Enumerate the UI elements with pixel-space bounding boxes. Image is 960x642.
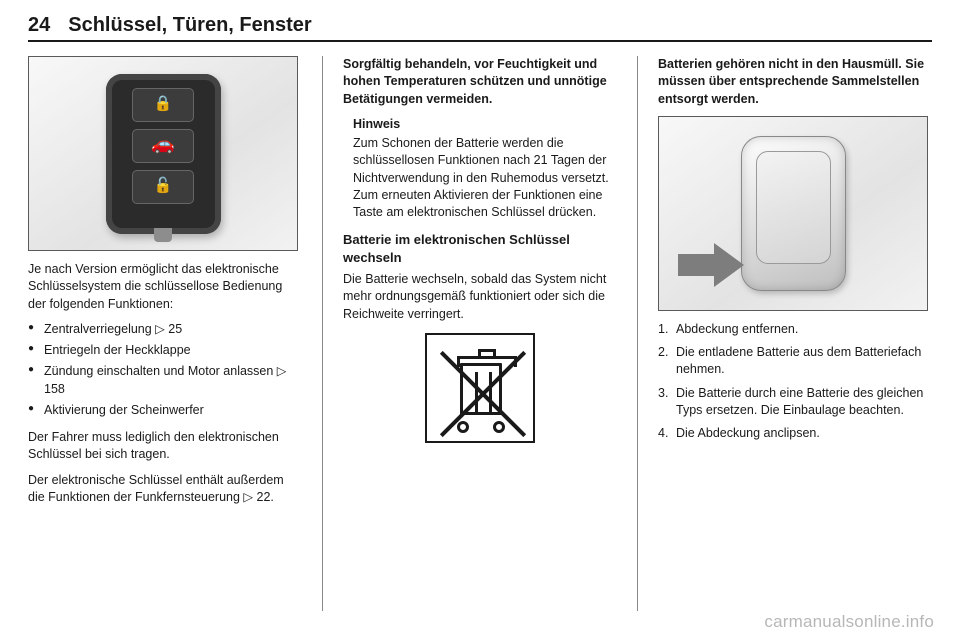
tailgate-button-icon: 🚗	[132, 129, 194, 163]
list-item: 4. Die Abdeckung anclipsen.	[658, 425, 932, 442]
col1-intro: Je nach Version ermöglicht das elektroni…	[28, 261, 302, 313]
key-back-panel-icon	[756, 151, 831, 264]
step-text: Die Batterie durch eine Batterie des gle…	[676, 386, 923, 417]
figure-key-front: 🔒 🚗 🔓	[28, 56, 298, 251]
step-number: 1.	[658, 321, 668, 338]
content-columns: 🔒 🚗 🔓 Je nach Version ermöglicht das ele…	[28, 56, 932, 611]
bullet-text: Zündung einschalten und Motor anlassen	[44, 364, 277, 378]
column-2: Sorgfältig behandeln, vor Feuchtigkeit u…	[343, 56, 638, 611]
figure-key-back	[658, 116, 928, 311]
key-fob-icon: 🔒 🚗 🔓	[106, 74, 221, 234]
list-item: Zündung einschalten und Motor anlassen ▷…	[28, 363, 302, 398]
bullet-text: Zentralverriegelung	[44, 322, 155, 336]
arrow-icon	[678, 254, 718, 276]
battery-heading: Batterie im elektronischen Schlüssel wec…	[343, 231, 617, 267]
key-tip-icon	[154, 228, 172, 242]
page-ref: ▷ 25	[155, 322, 182, 336]
list-item: Aktivierung der Scheinwerfer	[28, 402, 302, 419]
col1-para3: Der elektronische Schlüssel enthält auße…	[28, 472, 302, 507]
manual-page: 24 Schlüssel, Türen, Fenster 🔒 🚗 🔓 Je na…	[0, 0, 960, 642]
column-3: Batterien gehören nicht in den Hausmüll.…	[658, 56, 932, 611]
list-item: Entriegeln der Heckklappe	[28, 342, 302, 359]
watermark-text: carmanualsonline.info	[764, 612, 934, 632]
unlock-button-icon: 🔓	[132, 170, 194, 204]
step-text: Die entladene Batterie aus dem Batterief…	[676, 345, 921, 376]
chapter-title: Schlüssel, Türen, Fenster	[68, 14, 311, 37]
key-back-icon	[741, 136, 846, 291]
lock-button-icon: 🔒	[132, 88, 194, 122]
step-number: 4.	[658, 425, 668, 442]
col3-warning: Batterien gehören nicht in den Hausmüll.…	[658, 56, 932, 108]
arrow-head-icon	[714, 243, 744, 287]
battery-body: Die Batterie wechseln, sobald das System…	[343, 271, 617, 323]
step-number: 2.	[658, 344, 668, 361]
note-body: Zum Schonen der Batterie werden die schl…	[353, 135, 613, 221]
note-title: Hinweis	[353, 116, 613, 133]
figure-no-trash	[423, 331, 538, 446]
steps-list: 1. Abdeckung entfernen. 2. Die entladene B…	[658, 321, 932, 443]
step-text: Abdeckung entfernen.	[676, 322, 798, 336]
bullet-text: Entriegeln der Heckklappe	[44, 343, 191, 357]
cross-out-icon	[433, 341, 531, 439]
col1-bullet-list: Zentralverriegelung ▷ 25 Entriegeln der …	[28, 321, 302, 419]
col1-para2: Der Fahrer muss lediglich den elektronis…	[28, 429, 302, 464]
page-header: 24 Schlüssel, Türen, Fenster	[28, 14, 932, 42]
bullet-text: Aktivierung der Scheinwerfer	[44, 403, 204, 417]
page-number: 24	[28, 14, 50, 37]
no-trash-icon	[425, 333, 535, 443]
list-item: Zentralverriegelung ▷ 25	[28, 321, 302, 338]
list-item: 2. Die entladene Batterie aus dem Batteri…	[658, 344, 932, 379]
step-number: 3.	[658, 385, 668, 402]
list-item: 3. Die Batterie durch eine Batterie des g…	[658, 385, 932, 420]
column-1: 🔒 🚗 🔓 Je nach Version ermöglicht das ele…	[28, 56, 323, 611]
list-item: 1. Abdeckung entfernen.	[658, 321, 932, 338]
col2-warning: Sorgfältig behandeln, vor Feuchtigkeit u…	[343, 56, 617, 108]
note-block: Hinweis Zum Schonen der Batterie werden …	[353, 116, 613, 222]
step-text: Die Abdeckung anclipsen.	[676, 426, 820, 440]
